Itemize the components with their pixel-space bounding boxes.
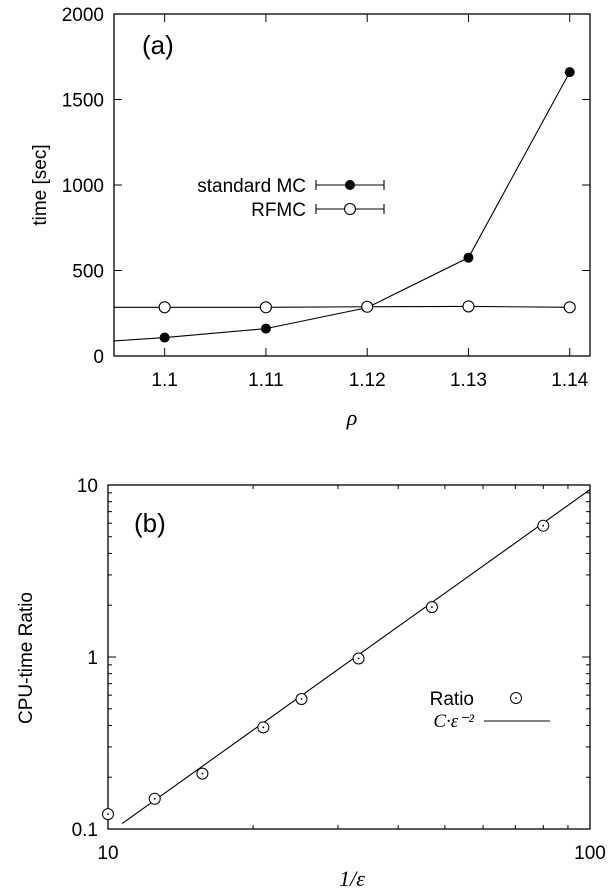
data-point-ratio [148, 792, 161, 805]
legend-label-fit: C·ε⁻² [433, 711, 474, 732]
data-point-ratio [102, 808, 114, 821]
data-point-ratio [425, 601, 438, 614]
x-tick-label-a: 1.14 [551, 370, 588, 391]
data-point-standard-mc [260, 323, 271, 334]
y-axis-label-a: time [sec] [30, 144, 51, 225]
data-point-rfmc [361, 300, 374, 313]
chart-panel-a: 1.1 1.11 1.12 1.13 1.14 0 500 1000 1500 2000 (a)… [30, 5, 591, 430]
data-point-standard-mc [564, 67, 575, 78]
x-tick-label-a: 1.11 [248, 370, 284, 391]
data-point-rfmc [462, 300, 475, 313]
legend-marker-ratio [510, 692, 522, 704]
legend-marker-standard-mc [345, 180, 355, 190]
legend-marker-rfmc [343, 202, 357, 216]
series-points-b [102, 519, 550, 821]
legend-b: Ratio C·ε⁻² [430, 689, 550, 732]
legend-label-rfmc: RFMC [251, 200, 306, 221]
y-ticks-a: 0 500 1000 1500 2000 [62, 5, 590, 368]
data-point-standard-mc [463, 252, 474, 263]
series-line-standard-mc [113, 71, 571, 342]
x-tick-label-a: 1.12 [349, 370, 386, 391]
data-point-ratio [257, 721, 270, 734]
y-tick-label-b: 1 [87, 648, 98, 669]
y-tick-label-a: 1500 [62, 91, 104, 112]
legend-a: standard MC RFMC [197, 176, 385, 221]
data-point-ratio [196, 767, 209, 780]
series-line-rfmc [114, 305, 570, 308]
chart-panel-b: 10 100 0.1 1 10 (b) CPU-time Ratio 1/ε Rati… [16, 476, 606, 891]
y-tick-label-a: 1000 [62, 176, 104, 197]
data-point-ratio [295, 692, 308, 705]
panel-label-a: (a) [142, 30, 174, 60]
plot-frame-b [107, 484, 591, 830]
data-point-ratio [352, 652, 365, 665]
series-points-a [158, 67, 576, 343]
y-tick-label-a: 500 [72, 262, 104, 283]
data-point-rfmc [563, 301, 576, 314]
x-tick-label-a: 1.13 [450, 370, 487, 391]
series-lines-a [113, 71, 571, 342]
data-point-standard-mc [159, 332, 170, 343]
y-ticks-b: 0.1 1 10 [72, 476, 590, 841]
x-tick-label-b: 100 [574, 843, 606, 864]
y-tick-label-a: 2000 [62, 5, 104, 26]
x-axis-label-a: ρ [346, 405, 358, 430]
x-tick-label-b: 10 [97, 843, 118, 864]
y-tick-label-b: 0.1 [72, 820, 98, 841]
y-axis-label-b: CPU-time Ratio [16, 592, 37, 724]
y-tick-label-b: 10 [77, 476, 98, 497]
y-tick-label-a: 0 [93, 347, 104, 368]
data-point-rfmc [158, 301, 171, 314]
legend-label-ratio: Ratio [430, 689, 474, 710]
x-ticks-b: 10 100 [97, 485, 606, 864]
data-point-ratio [537, 519, 550, 532]
panel-label-b: (b) [134, 508, 166, 538]
x-axis-label-b: 1/ε [339, 866, 365, 891]
x-ticks-a: 1.1 1.11 1.12 1.13 1.14 [151, 14, 589, 391]
legend-label-standard-mc: standard MC [197, 176, 306, 197]
x-tick-label-a: 1.1 [151, 370, 177, 391]
data-point-rfmc [259, 301, 272, 314]
